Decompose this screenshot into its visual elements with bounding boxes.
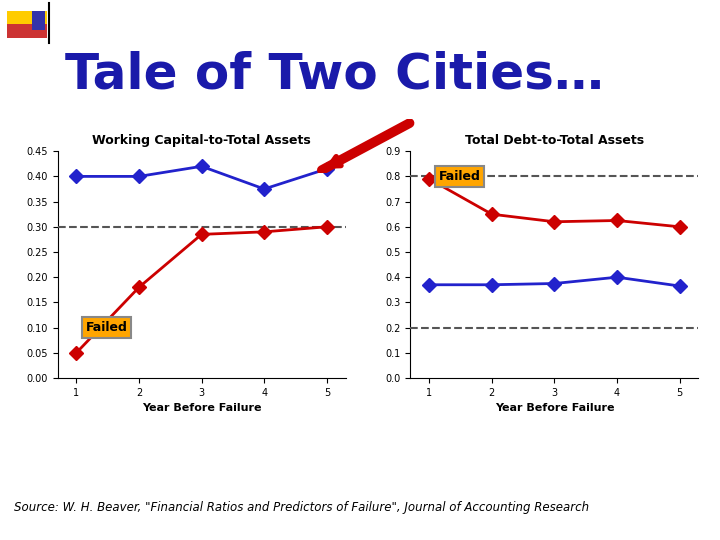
FancyBboxPatch shape [7,24,47,38]
X-axis label: Year Before Failure: Year Before Failure [495,403,614,413]
Text: Source: W. H. Beaver, "Financial Ratios and Predictors of Failure", Journal of A: Source: W. H. Beaver, "Financial Ratios … [14,501,590,514]
Text: Failed: Failed [438,170,480,183]
X-axis label: Year Before Failure: Year Before Failure [142,403,261,413]
FancyBboxPatch shape [32,11,45,30]
Title: Working Capital-to-Total Assets: Working Capital-to-Total Assets [92,134,311,147]
Text: Tale of Two Cities…: Tale of Two Cities… [65,50,603,98]
FancyBboxPatch shape [7,11,47,24]
Text: Failed: Failed [86,321,127,334]
Title: Total Debt-to-Total Assets: Total Debt-to-Total Assets [465,134,644,147]
